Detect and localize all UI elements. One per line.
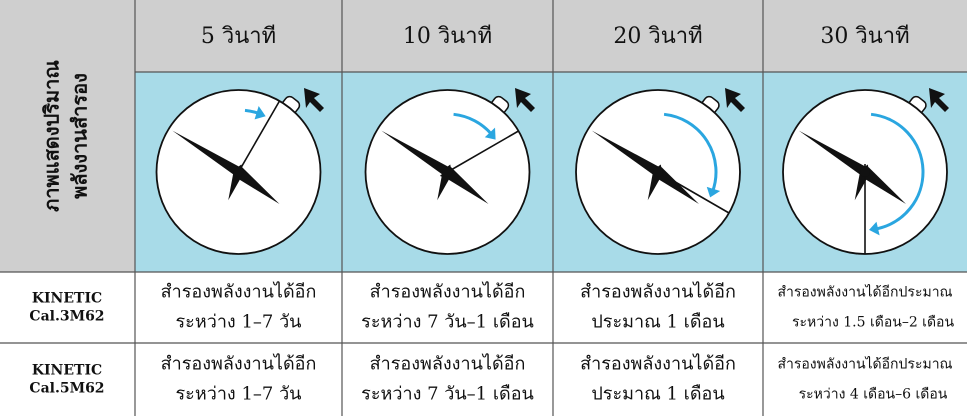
column-header: 10 วินาที <box>403 24 492 49</box>
header-row <box>135 0 967 72</box>
pointer-icon <box>515 88 535 112</box>
cell-text: ประมาณ 1 เดือน <box>591 312 724 333</box>
column-header: 20 วินาที <box>613 24 702 49</box>
motion-arrowhead <box>869 221 880 236</box>
content: 5 วินาที 10 วินาที 20 วินาที 30 วินาที KINET… <box>29 24 954 405</box>
pointer-icon <box>929 88 949 112</box>
cell-text: ระหว่าง 1.5 เดือน–2 เดือน <box>792 315 954 331</box>
column-header: 30 วินาที <box>820 24 909 49</box>
motion-arc <box>870 112 925 231</box>
motion-arc <box>453 112 494 136</box>
pointer-icon <box>725 88 745 112</box>
watch <box>575 88 745 255</box>
cell-text: สำรองพลังงานได้อีกประมาณ <box>777 284 952 301</box>
cell-text: ระหว่าง 7 วัน–1 เดือน <box>361 384 534 405</box>
cell-text: ระหว่าง 7 วัน–1 เดือน <box>361 312 534 333</box>
watch <box>782 88 949 255</box>
column-header: 5 วินาที <box>201 24 276 49</box>
watch-center <box>860 167 870 177</box>
cell-text: ระหว่าง 4 เดือน–6 เดือน <box>799 387 948 403</box>
cell-text: สำรองพลังงานได้อีก <box>161 353 317 375</box>
cell-text: สำรองพลังงานได้อีก <box>161 281 317 303</box>
cell-text: สำรองพลังงานได้อีก <box>580 281 736 303</box>
watch-center <box>653 167 663 177</box>
watch <box>155 88 324 255</box>
second-hand <box>233 100 281 180</box>
watch-center <box>233 167 244 177</box>
minute-hand <box>798 130 876 179</box>
cell-text: ประมาณ 1 เดือน <box>591 384 724 405</box>
watch <box>364 88 535 255</box>
side-label-line: พลังงานสำรอง <box>68 73 92 199</box>
side-cell <box>0 0 135 272</box>
row-label: KINETIC <box>32 291 102 307</box>
side-label: ภาพแสดงปริมาณ พลังงานสำรอง <box>40 60 92 212</box>
minute-hand <box>381 130 458 179</box>
motion-arc <box>663 112 718 193</box>
motion-arrowhead <box>254 106 266 120</box>
second-hand <box>440 130 519 177</box>
row-label: Cal.3M62 <box>29 309 104 325</box>
row-label: Cal.5M62 <box>29 381 104 397</box>
cell-text: ระหว่าง 1–7 วัน <box>176 384 302 405</box>
cell-text: ระหว่าง 1–7 วัน <box>176 312 302 333</box>
watch-center <box>442 167 453 177</box>
pointer-icon <box>304 88 324 112</box>
minute-hand <box>172 130 249 179</box>
cell-text: สำรองพลังงานได้อีก <box>370 281 526 303</box>
motion-arrowhead <box>706 186 721 198</box>
cell-text: สำรองพลังงานได้อีก <box>370 353 526 375</box>
row-label: KINETIC <box>32 363 102 379</box>
cell-text: สำรองพลังงานได้อีก <box>580 353 736 375</box>
side-label-line: ภาพแสดงปริมาณ <box>40 60 64 212</box>
motion-arrowhead <box>484 127 496 140</box>
minute-hand <box>591 130 669 179</box>
cell-text: สำรองพลังงานได้อีกประมาณ <box>777 356 952 373</box>
second-hand <box>650 167 730 214</box>
